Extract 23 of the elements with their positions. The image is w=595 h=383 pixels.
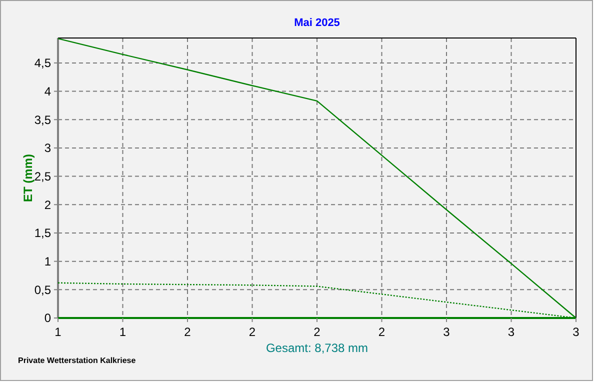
chart-title: Mai 2025 — [294, 17, 340, 29]
y-tick-label: 3 — [44, 141, 52, 156]
y-tick-label: 0 — [44, 311, 52, 326]
y-tick-label: 1 — [44, 254, 52, 269]
y-tick-label: 4,5 — [34, 56, 52, 70]
x-tick-label: 1 — [54, 325, 62, 339]
x-tick-label: 2 — [378, 325, 386, 339]
x-tick-label: 2 — [314, 325, 321, 339]
text: Gesamt: 8,738 mm — [266, 341, 368, 355]
text: Private Wetterstation Kalkriese — [18, 356, 136, 365]
x-tick-label: 2 — [184, 325, 192, 339]
x-tick-label: 3 — [572, 325, 580, 339]
x-tick-label: 3 — [508, 325, 515, 339]
y-tick-label: 2 — [44, 198, 52, 212]
x-tick-label: 2 — [248, 325, 256, 339]
y-axis-title: ET (mm) — [21, 154, 35, 202]
y-tick-label: 4 — [44, 84, 52, 98]
y-tick-label: 1,5 — [34, 226, 52, 240]
x-tick-label: 1 — [119, 325, 126, 339]
x-tick-label: 3 — [443, 325, 450, 339]
y-tick-label: 3,5 — [34, 112, 52, 127]
y-tick-label: 0,5 — [34, 282, 52, 297]
y-tick-label: 2,5 — [34, 170, 52, 184]
